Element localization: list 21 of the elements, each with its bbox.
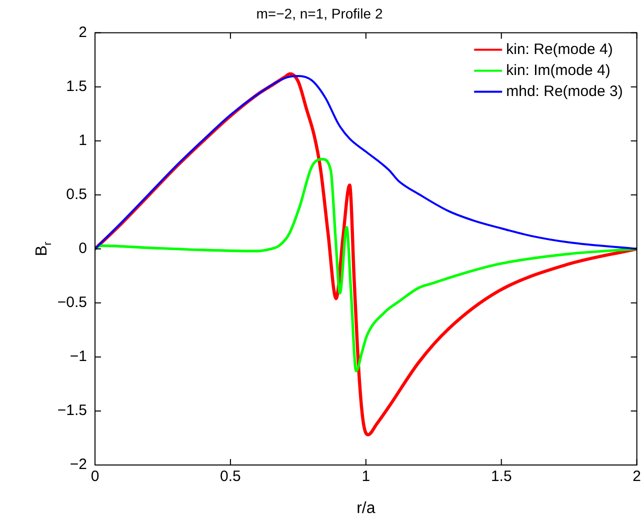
x-tick-label: 0.5: [220, 468, 241, 486]
y-tick-label: −1: [70, 348, 87, 366]
y-tick-label: −1.5: [57, 402, 87, 420]
chart-title: m=−2, n=1, Profile 2: [256, 5, 383, 22]
y-tick-label: −2: [70, 456, 87, 474]
x-tick-label: 2: [632, 468, 641, 486]
legend-label: mhd: Re(mode 3): [506, 82, 623, 100]
y-tick-label: 1: [78, 132, 87, 149]
y-tick-label: 0.5: [66, 186, 87, 204]
y-tick-label: −0.5: [57, 294, 87, 312]
x-tick-label: 1: [362, 468, 370, 486]
y-tick-label: 2: [78, 24, 87, 41]
line-series: [95, 158, 637, 372]
x-tick-label: 0: [90, 468, 100, 486]
legend-label: kin: Re(mode 4): [506, 40, 613, 58]
y-axis-title: Br: [33, 241, 54, 256]
y-tick-label: 0: [78, 240, 87, 258]
legend-label: kin: Im(mode 4): [506, 62, 610, 79]
x-tick-label: 1.5: [490, 468, 512, 486]
x-axis-title: r/a: [356, 500, 376, 517]
y-tick-label: 1.5: [66, 78, 87, 95]
